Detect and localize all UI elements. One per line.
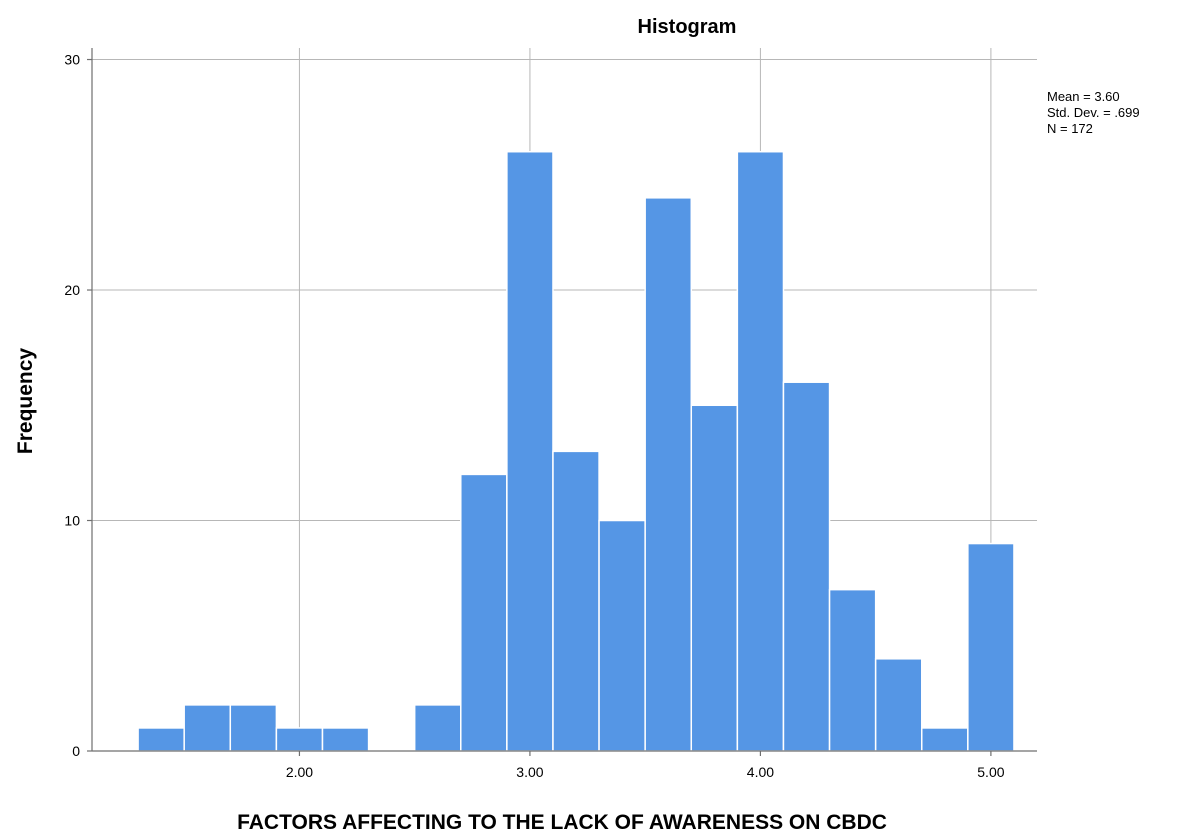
histogram-bar [598,519,646,752]
histogram-bar [460,473,508,752]
bars [137,150,1015,752]
histogram-bar [321,727,370,752]
y-tick-label: 20 [64,282,80,298]
x-axis-title: FACTORS AFFECTING TO THE LACK OF AWARENE… [237,811,887,834]
x-tick-label: 4.00 [747,764,774,780]
x-tick-labels: 2.00 3.00 4.00 5.00 [286,764,1005,780]
chart-title: Histogram [638,16,737,38]
histogram-bar [413,704,462,752]
histogram-bar [552,450,600,752]
histogram-bar [644,197,693,752]
y-tick-label: 0 [72,743,80,759]
y-tick-label: 30 [64,52,80,68]
x-tick-label: 3.00 [516,764,543,780]
histogram-bar [874,658,923,752]
histogram-bar [137,727,185,752]
y-axis-title: Frequency [14,348,37,455]
histogram-bar [690,404,739,752]
stat-n: N = 172 [1047,121,1093,136]
histogram-bar [782,381,831,752]
x-tick-label: 2.00 [286,764,313,780]
histogram-bar [229,704,278,752]
statistics-box: Mean = 3.60 Std. Dev. = .699 N = 172 [1047,89,1140,136]
histogram-bar [967,542,1015,752]
y-tick-label: 10 [64,513,80,529]
stat-mean: Mean = 3.60 [1047,89,1120,104]
stat-std-dev: Std. Dev. = .699 [1047,105,1140,120]
x-tick-label: 5.00 [977,764,1004,780]
y-tick-labels: 0 10 20 30 [64,52,80,759]
histogram-bar [736,150,785,752]
histogram-bar [921,727,969,752]
histogram-bar [506,150,554,752]
histogram-bar [275,727,324,752]
histogram-bar [828,588,877,752]
histogram-bar [183,704,232,752]
axes [87,48,1037,756]
